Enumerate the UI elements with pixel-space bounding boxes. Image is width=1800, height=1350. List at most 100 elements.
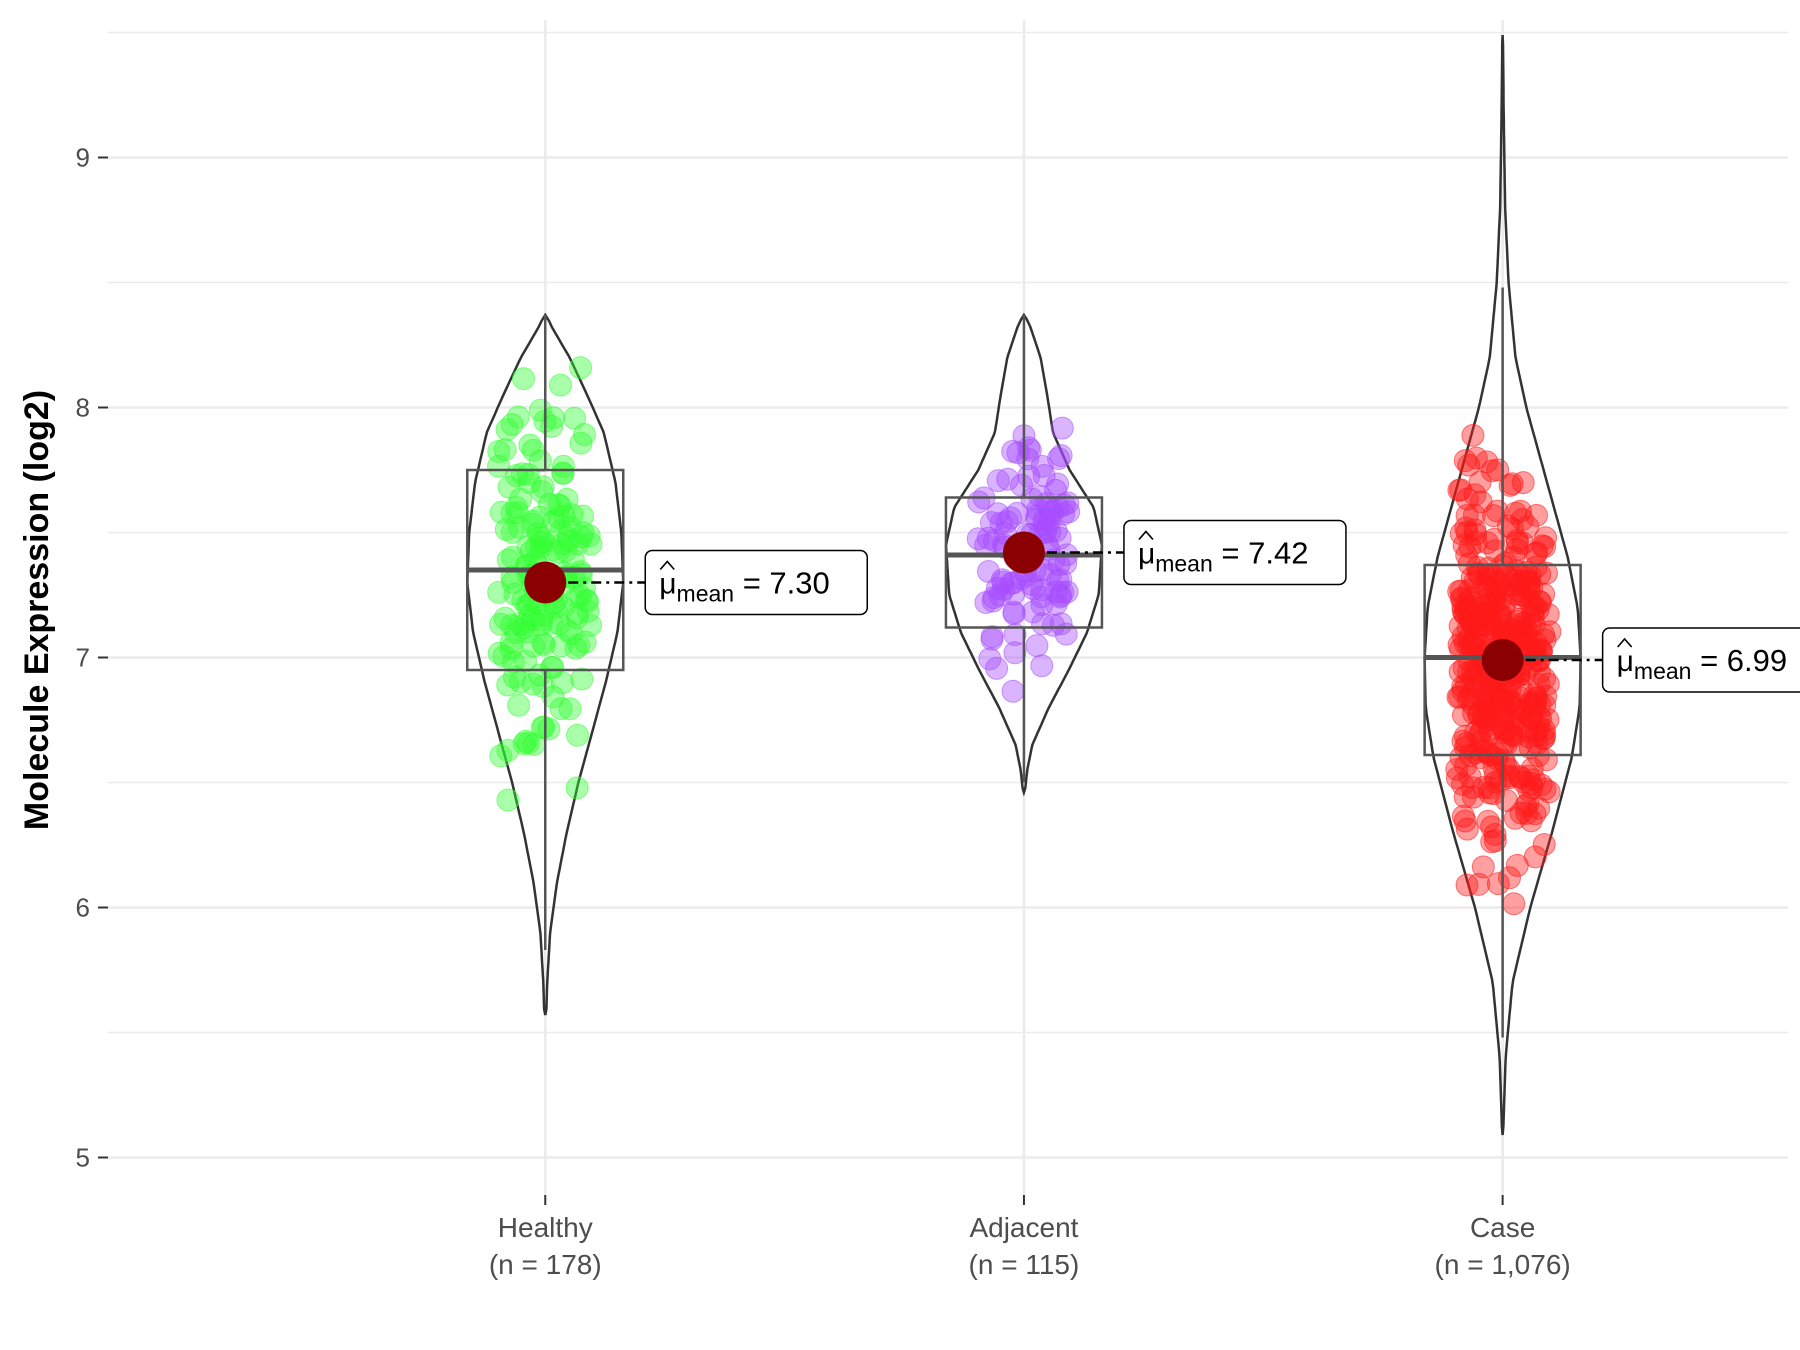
mean-markers: μmean = 7.30 μmean = 7.42 μmean = 6.99 bbox=[524, 519, 1800, 693]
data-point bbox=[1478, 604, 1501, 628]
data-point bbox=[1521, 605, 1545, 629]
data-point bbox=[566, 723, 589, 747]
data-point bbox=[1449, 586, 1473, 610]
data-point bbox=[516, 731, 540, 755]
data-point bbox=[1478, 562, 1502, 586]
data-point bbox=[549, 697, 573, 721]
data-point bbox=[500, 520, 524, 544]
data-point bbox=[1451, 804, 1475, 828]
data-point bbox=[1469, 604, 1493, 628]
data-point bbox=[497, 475, 521, 499]
data-point bbox=[1030, 654, 1054, 678]
data-point bbox=[1525, 541, 1549, 565]
data-point bbox=[1469, 719, 1493, 743]
data-point bbox=[577, 524, 601, 548]
data-point bbox=[1532, 833, 1556, 856]
data-point bbox=[499, 637, 523, 661]
data-point bbox=[549, 373, 572, 397]
data-point bbox=[487, 641, 511, 665]
data-point bbox=[1448, 660, 1472, 684]
violin-outline bbox=[1423, 34, 1582, 1136]
data-point bbox=[532, 715, 556, 739]
data-point bbox=[1003, 623, 1027, 647]
hat-icon bbox=[1138, 530, 1154, 541]
data-point bbox=[540, 611, 564, 635]
y-axis-label: Molecule Expression (log2) bbox=[18, 390, 56, 830]
data-point bbox=[1047, 447, 1071, 470]
data-point bbox=[1461, 423, 1485, 447]
data-point bbox=[985, 656, 1009, 680]
data-point bbox=[1467, 872, 1491, 896]
hat-icon bbox=[659, 560, 675, 571]
mean-label-box bbox=[644, 549, 869, 616]
axes: 5 6 7 8 9 Healthy (n = 178) Adjacent (n = 115) Ca… bbox=[76, 143, 1571, 1281]
data-point bbox=[1516, 515, 1540, 539]
data-point bbox=[1498, 866, 1521, 890]
data-point bbox=[1462, 503, 1486, 527]
data-point bbox=[569, 356, 593, 380]
data-point bbox=[1505, 853, 1529, 877]
data-point bbox=[1483, 829, 1507, 853]
data-point bbox=[1482, 504, 1505, 528]
data-point bbox=[489, 612, 512, 636]
data-point bbox=[992, 577, 1016, 601]
grid bbox=[108, 20, 1788, 1195]
data-point bbox=[1493, 721, 1517, 745]
data-point bbox=[509, 487, 533, 511]
data-point bbox=[1498, 473, 1522, 497]
data-point bbox=[1457, 453, 1481, 477]
data-point bbox=[1032, 512, 1056, 536]
data-point bbox=[570, 667, 594, 691]
data-point bbox=[980, 627, 1004, 651]
data-point bbox=[985, 576, 1009, 600]
data-point bbox=[1455, 873, 1479, 897]
hat-icon bbox=[1617, 637, 1633, 648]
data-point bbox=[1003, 641, 1027, 665]
mean-label-box bbox=[1123, 519, 1347, 586]
data-point bbox=[530, 531, 554, 555]
data-point bbox=[541, 685, 565, 709]
data-point bbox=[1466, 555, 1489, 579]
data-point bbox=[496, 788, 520, 812]
data-point bbox=[494, 518, 518, 541]
y-tick-label: 6 bbox=[76, 893, 90, 923]
data-point bbox=[1528, 590, 1552, 614]
data-point bbox=[551, 461, 575, 485]
data-point bbox=[1032, 464, 1056, 487]
data-point bbox=[1025, 508, 1049, 531]
data-point bbox=[503, 665, 526, 689]
data-point bbox=[989, 511, 1013, 535]
data-point bbox=[1529, 773, 1553, 797]
data-point bbox=[1509, 499, 1532, 523]
data-point bbox=[1470, 602, 1494, 626]
data-point bbox=[1455, 817, 1479, 841]
data-point bbox=[1482, 695, 1506, 719]
data-point bbox=[532, 530, 556, 554]
data-point bbox=[1528, 563, 1552, 586]
data-point bbox=[512, 367, 535, 391]
data-point bbox=[549, 519, 573, 542]
data-point bbox=[1050, 416, 1074, 440]
box bbox=[944, 496, 1104, 629]
data-point bbox=[1512, 714, 1536, 738]
data-point bbox=[1052, 502, 1076, 526]
data-point bbox=[1535, 561, 1558, 585]
data-point bbox=[1471, 690, 1495, 714]
data-point bbox=[521, 608, 545, 632]
data-point bbox=[549, 634, 573, 658]
data-point bbox=[1466, 562, 1490, 586]
data-point bbox=[487, 580, 511, 604]
data-point bbox=[1455, 504, 1479, 527]
data-point bbox=[1472, 574, 1496, 598]
data-point bbox=[507, 693, 531, 717]
data-point bbox=[1497, 691, 1521, 715]
data-point bbox=[1456, 687, 1480, 711]
mean-point bbox=[524, 561, 567, 604]
mean-label: μmean = 7.42 bbox=[1138, 536, 1309, 577]
data-point bbox=[986, 469, 1010, 493]
data-point bbox=[1446, 685, 1470, 709]
data-point bbox=[565, 776, 589, 800]
data-point bbox=[1445, 766, 1469, 790]
data-point bbox=[1010, 473, 1033, 497]
